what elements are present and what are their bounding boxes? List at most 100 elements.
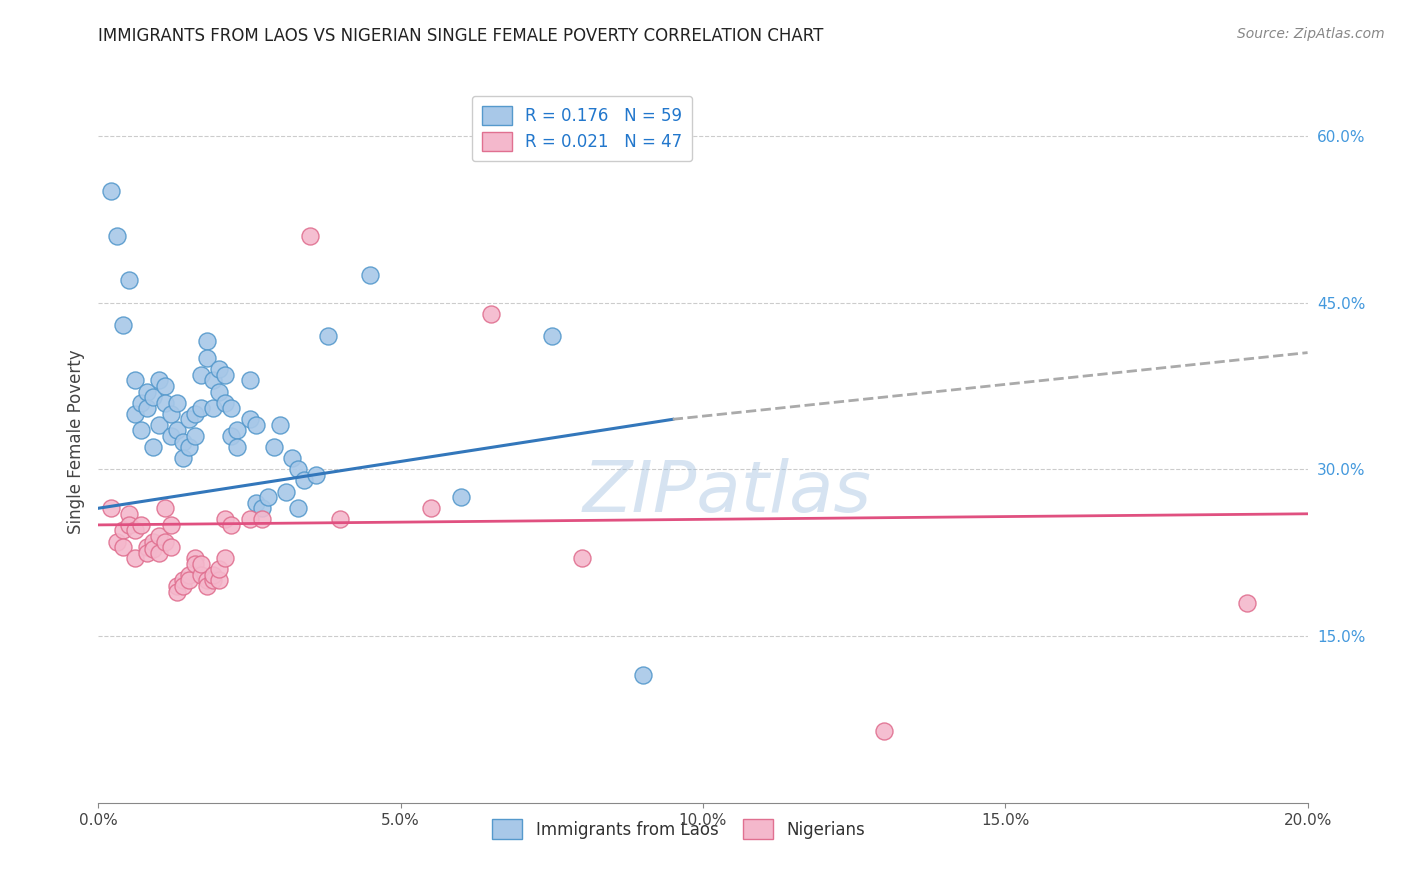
Point: [329, 512, 352, 526]
Point: [305, 467, 328, 482]
Point: [214, 512, 236, 526]
Point: [250, 512, 273, 526]
Point: [631, 668, 654, 682]
Point: [184, 551, 207, 566]
Point: [360, 268, 382, 282]
Point: [239, 373, 262, 387]
Point: [214, 395, 236, 409]
Legend: Immigrants from Laos, Nigerians: Immigrants from Laos, Nigerians: [482, 809, 876, 848]
Point: [190, 557, 212, 571]
Point: [195, 351, 218, 366]
Point: [105, 534, 128, 549]
Point: [124, 524, 146, 538]
Point: [172, 574, 194, 588]
Point: [179, 574, 201, 588]
Point: [179, 568, 201, 582]
Point: [481, 307, 503, 321]
Point: [184, 429, 207, 443]
Point: [153, 379, 176, 393]
Point: [214, 368, 236, 382]
Point: [124, 407, 146, 421]
Point: [135, 384, 157, 399]
Point: [118, 507, 141, 521]
Point: [299, 228, 322, 243]
Point: [100, 501, 122, 516]
Point: [239, 512, 262, 526]
Point: [269, 417, 291, 432]
Point: [873, 723, 896, 738]
Point: [166, 424, 188, 438]
Point: [172, 579, 194, 593]
Point: [111, 318, 134, 332]
Point: [287, 462, 309, 476]
Point: [124, 373, 146, 387]
Point: [420, 501, 443, 516]
Point: [160, 540, 183, 554]
Point: [195, 579, 218, 593]
Point: [195, 334, 218, 349]
Point: [148, 529, 170, 543]
Point: [135, 546, 157, 560]
Point: [100, 185, 122, 199]
Point: [166, 584, 188, 599]
Point: [450, 490, 472, 504]
Point: [124, 551, 146, 566]
Point: [148, 373, 170, 387]
Point: [129, 517, 152, 532]
Text: ZIPatlas: ZIPatlas: [582, 458, 872, 526]
Point: [148, 546, 170, 560]
Point: [129, 424, 152, 438]
Point: [190, 401, 212, 416]
Point: [142, 542, 165, 557]
Point: [129, 395, 152, 409]
Point: [221, 429, 243, 443]
Point: [202, 574, 225, 588]
Y-axis label: Single Female Poverty: Single Female Poverty: [66, 350, 84, 533]
Point: [190, 568, 212, 582]
Point: [118, 517, 141, 532]
Point: [287, 501, 309, 516]
Point: [148, 417, 170, 432]
Point: [160, 407, 183, 421]
Point: [190, 368, 212, 382]
Point: [142, 534, 165, 549]
Point: [153, 501, 176, 516]
Text: IMMIGRANTS FROM LAOS VS NIGERIAN SINGLE FEMALE POVERTY CORRELATION CHART: IMMIGRANTS FROM LAOS VS NIGERIAN SINGLE …: [98, 27, 824, 45]
Point: [208, 362, 231, 376]
Point: [226, 440, 249, 454]
Point: [135, 540, 157, 554]
Point: [256, 490, 278, 504]
Point: [179, 440, 201, 454]
Point: [214, 551, 236, 566]
Point: [245, 496, 267, 510]
Point: [160, 517, 183, 532]
Point: [172, 451, 194, 466]
Point: [160, 429, 183, 443]
Point: [221, 401, 243, 416]
Point: [166, 395, 188, 409]
Point: [292, 474, 315, 488]
Point: [226, 424, 249, 438]
Point: [316, 329, 339, 343]
Point: [263, 440, 285, 454]
Point: [208, 384, 231, 399]
Point: [118, 273, 141, 287]
Point: [239, 412, 262, 426]
Point: [202, 568, 225, 582]
Point: [281, 451, 304, 466]
Point: [250, 501, 273, 516]
Point: [111, 540, 134, 554]
Text: Source: ZipAtlas.com: Source: ZipAtlas.com: [1237, 27, 1385, 41]
Point: [105, 228, 128, 243]
Point: [111, 524, 134, 538]
Point: [172, 434, 194, 449]
Point: [208, 562, 231, 576]
Point: [571, 551, 593, 566]
Point: [142, 390, 165, 404]
Point: [208, 574, 231, 588]
Point: [135, 401, 157, 416]
Point: [245, 417, 267, 432]
Point: [202, 401, 225, 416]
Point: [1236, 596, 1258, 610]
Point: [142, 440, 165, 454]
